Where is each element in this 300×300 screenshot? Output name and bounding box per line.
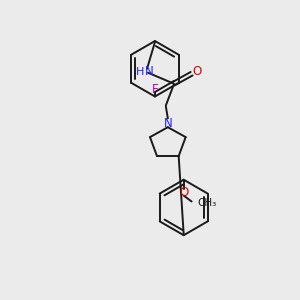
- Text: F: F: [152, 83, 158, 96]
- Text: CH₃: CH₃: [198, 199, 217, 208]
- Text: O: O: [192, 65, 201, 78]
- Text: N: N: [145, 65, 154, 78]
- Text: H: H: [136, 67, 144, 77]
- Text: N: N: [164, 117, 172, 130]
- Text: O: O: [179, 186, 188, 199]
